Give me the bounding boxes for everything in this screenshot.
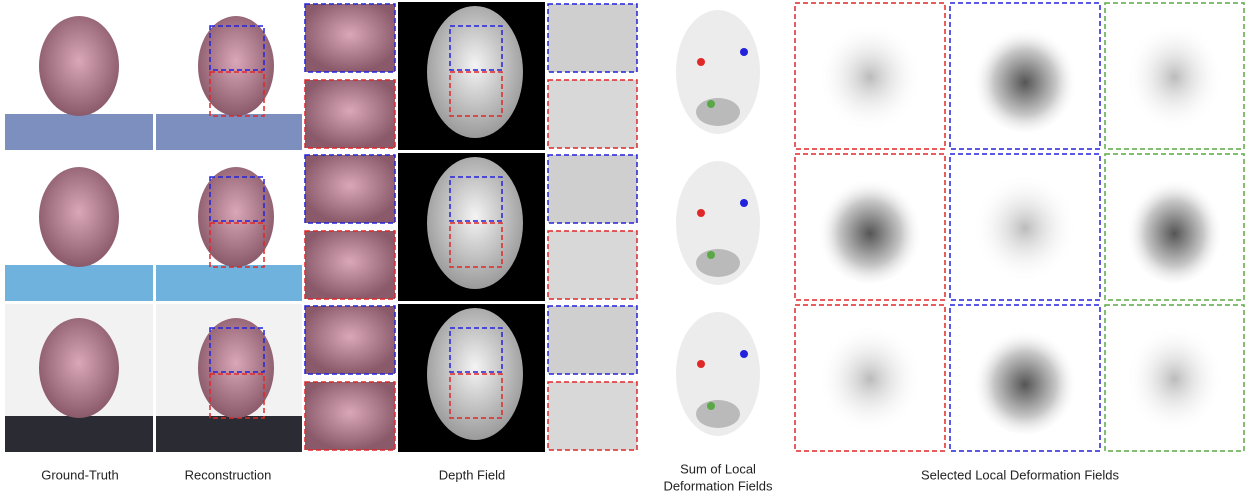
crop xyxy=(548,306,637,374)
field-blob xyxy=(1126,173,1223,283)
field-shade xyxy=(696,98,740,126)
marker xyxy=(740,48,748,56)
figure: Ground-Truth Reconstruction Depth Field … xyxy=(0,0,1246,494)
face xyxy=(39,16,119,116)
crop xyxy=(548,231,637,299)
crop xyxy=(305,4,395,72)
caption: Depth Field xyxy=(439,467,505,482)
marker xyxy=(697,360,705,368)
face xyxy=(39,318,119,418)
shoulders xyxy=(156,114,302,150)
marker xyxy=(740,199,748,207)
crop xyxy=(548,80,637,148)
crop xyxy=(305,306,395,374)
shoulders xyxy=(156,416,302,452)
face xyxy=(39,167,119,267)
panels xyxy=(5,2,1244,452)
field-blob xyxy=(1126,22,1223,132)
caption: Deformation Fields xyxy=(663,478,773,493)
caption: Ground-Truth xyxy=(41,467,119,482)
field-shade xyxy=(696,400,740,428)
caption: Selected Local Deformation Fields xyxy=(921,467,1119,482)
marker xyxy=(740,350,748,358)
crop xyxy=(548,4,637,72)
marker xyxy=(697,58,705,66)
shoulders xyxy=(5,416,153,452)
shoulders xyxy=(156,265,302,301)
crop xyxy=(305,382,395,450)
marker xyxy=(707,100,715,108)
field-blob xyxy=(973,324,1078,434)
marker xyxy=(707,251,715,259)
field-blob xyxy=(818,173,923,283)
field-blob xyxy=(818,22,923,132)
field-blob xyxy=(973,173,1078,283)
shoulders xyxy=(5,265,153,301)
field-blob xyxy=(973,22,1078,132)
caption: Sum of Local xyxy=(680,461,756,476)
shoulders xyxy=(5,114,153,150)
field-blob xyxy=(1126,324,1223,434)
field-shade xyxy=(696,249,740,277)
marker xyxy=(707,402,715,410)
caption: Reconstruction xyxy=(185,467,272,482)
crop xyxy=(305,155,395,223)
crop xyxy=(548,382,637,450)
crop xyxy=(305,80,395,148)
marker xyxy=(697,209,705,217)
crop xyxy=(305,231,395,299)
field-blob xyxy=(818,324,923,434)
crop xyxy=(548,155,637,223)
